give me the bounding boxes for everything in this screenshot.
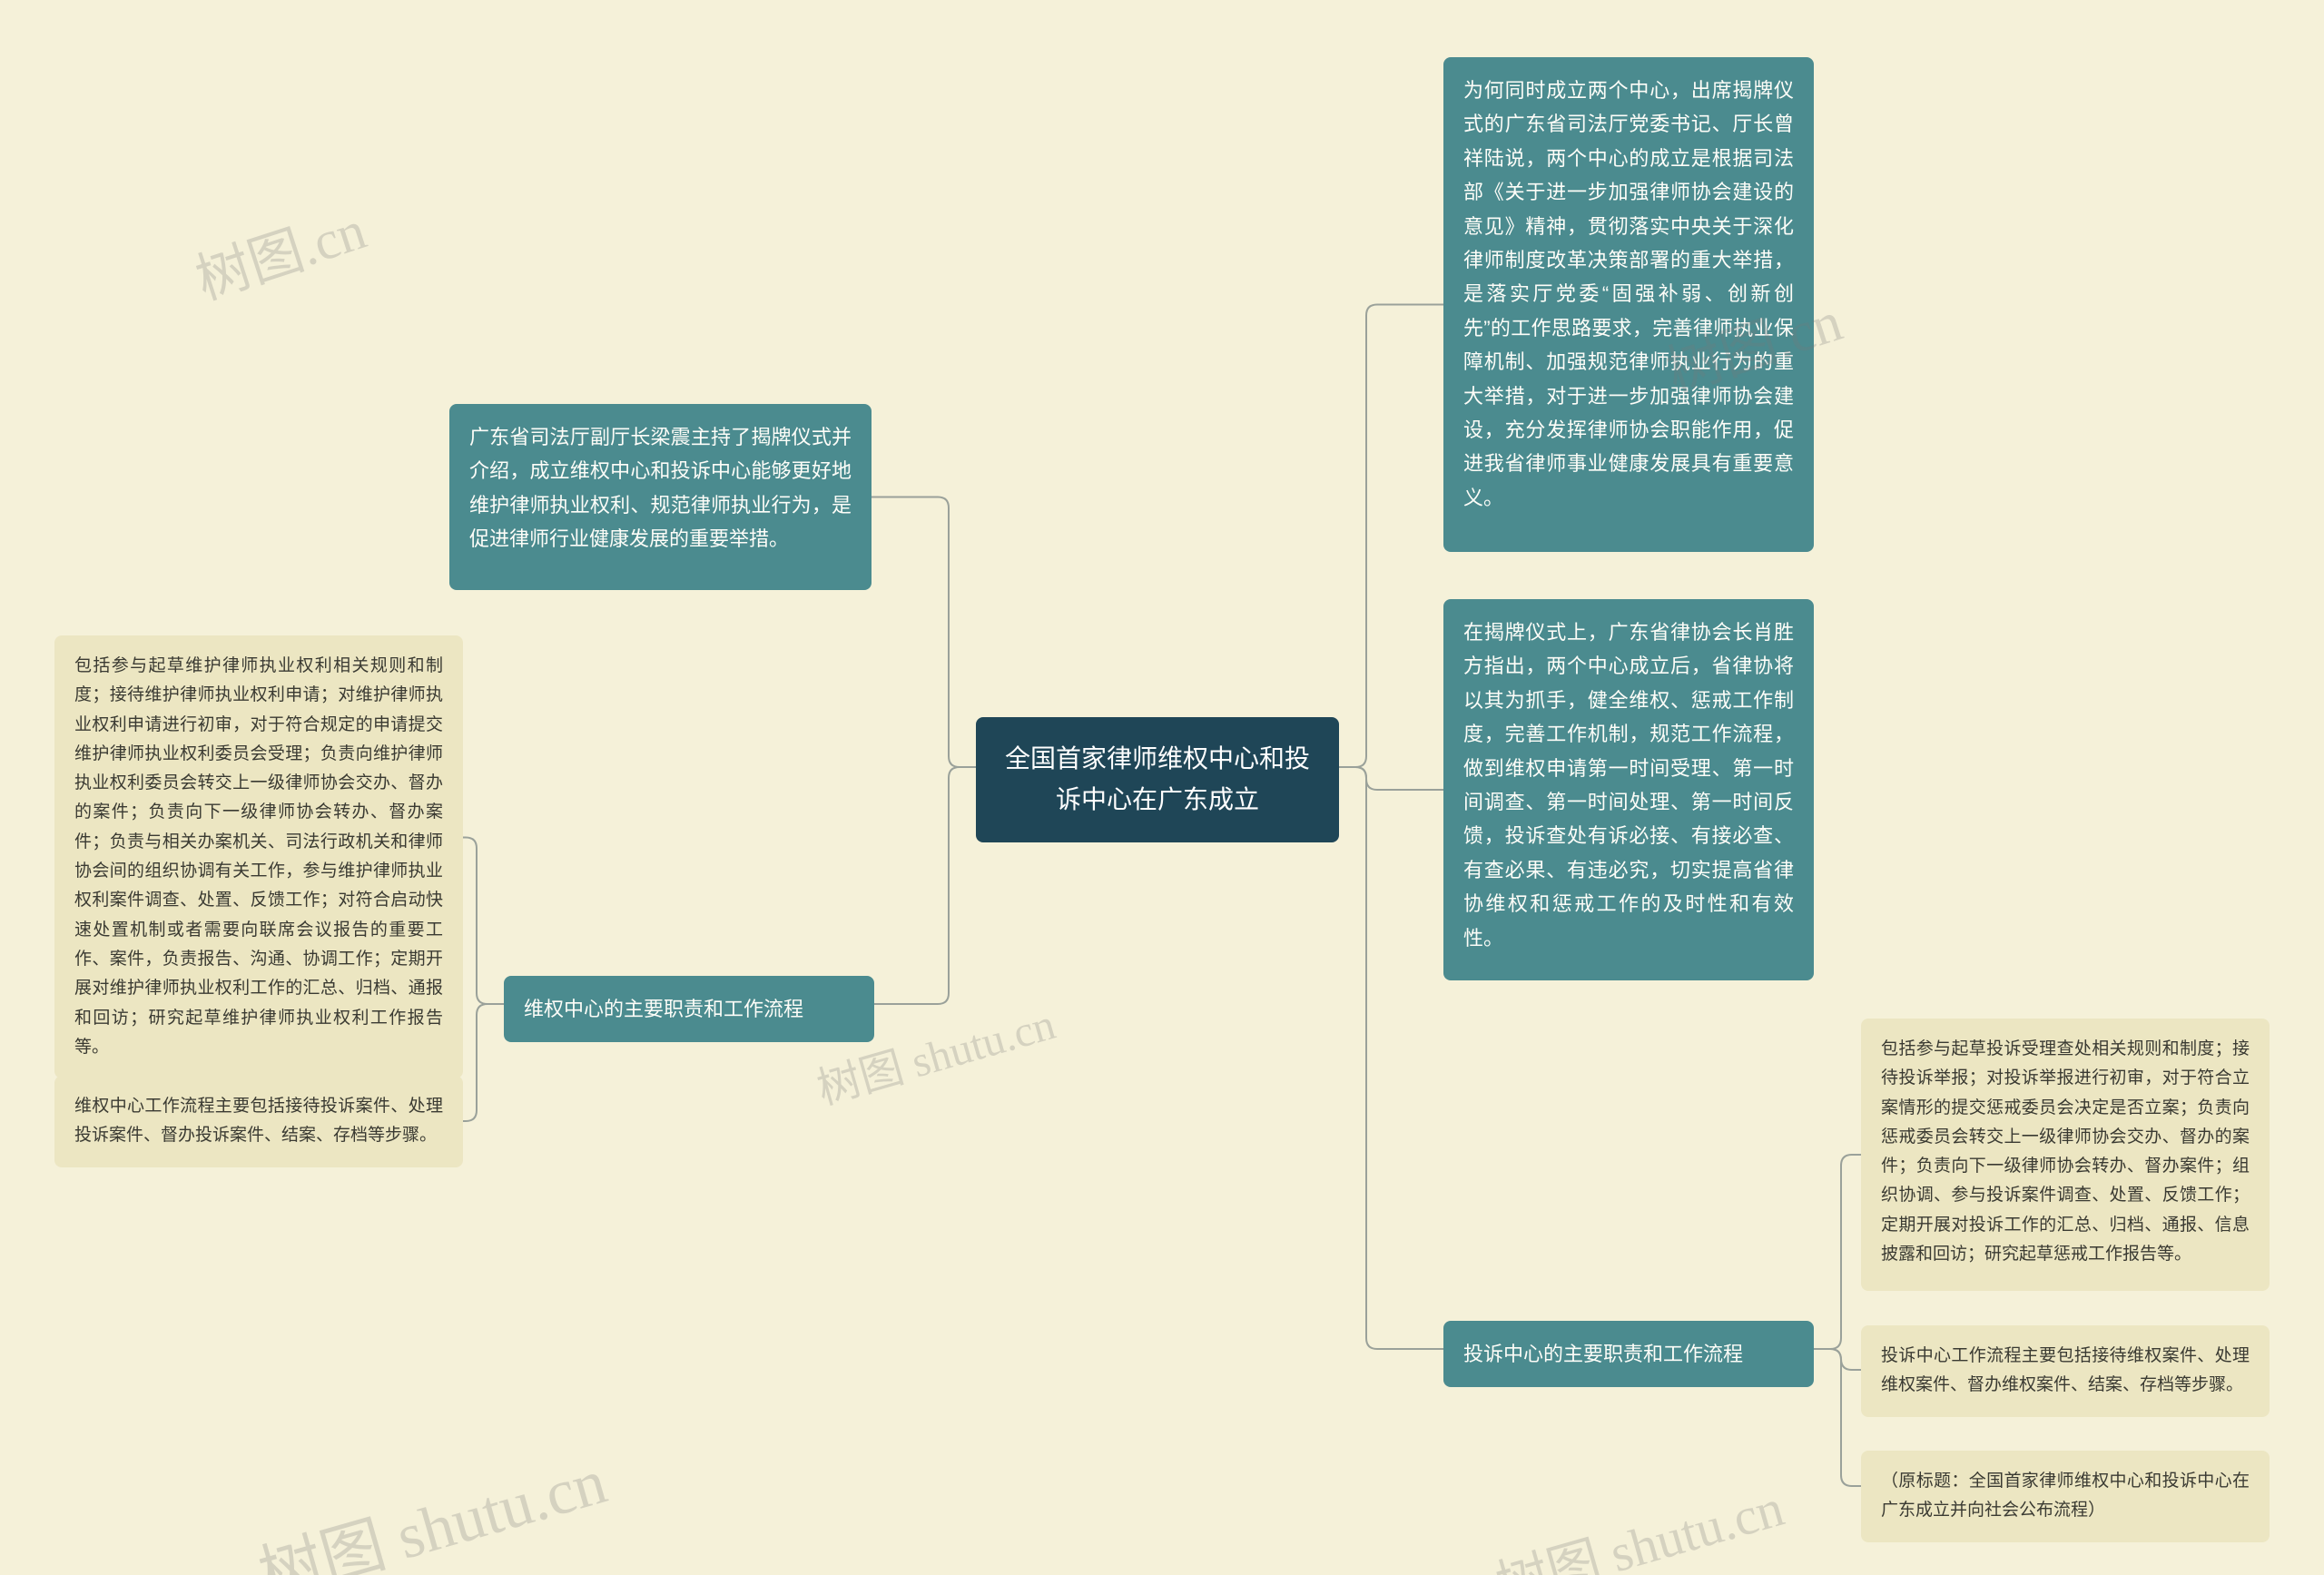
left-weiquan-title-node[interactable]: 维权中心的主要职责和工作流程	[504, 976, 874, 1042]
right-ceremony-node[interactable]: 在揭牌仪式上，广东省律协会长肖胜方指出，两个中心成立后，省律协将以其为抓手，健全…	[1443, 599, 1814, 980]
left-weiquan-detail-a[interactable]: 包括参与起草维护律师执业权利相关规则和制度；接待维护律师执业权利申请；对维护律师…	[54, 635, 463, 1078]
left-weiquan-detail-b[interactable]: 维权中心工作流程主要包括接待投诉案件、处理投诉案件、督办投诉案件、结案、存档等步…	[54, 1076, 463, 1167]
root-node[interactable]: 全国首家律师维权中心和投诉中心在广东成立	[976, 717, 1339, 842]
right-tousu-detail-c[interactable]: （原标题：全国首家律师维权中心和投诉中心在广东成立并向社会公布流程）	[1861, 1451, 2270, 1542]
right-tousu-title-node[interactable]: 投诉中心的主要职责和工作流程	[1443, 1321, 1814, 1387]
left-intro-node[interactable]: 广东省司法厅副厅长梁震主持了揭牌仪式并介绍，成立维权中心和投诉中心能够更好地维护…	[449, 404, 872, 590]
right-reason-node[interactable]: 为何同时成立两个中心，出席揭牌仪式的广东省司法厅党委书记、厅长曾祥陆说，两个中心…	[1443, 57, 1814, 552]
right-tousu-detail-b[interactable]: 投诉中心工作流程主要包括接待维权案件、处理维权案件、督办维权案件、结案、存档等步…	[1861, 1325, 2270, 1417]
right-tousu-detail-a[interactable]: 包括参与起草投诉受理查处相关规则和制度；接待投诉举报；对投诉举报进行初审，对于符…	[1861, 1019, 2270, 1291]
